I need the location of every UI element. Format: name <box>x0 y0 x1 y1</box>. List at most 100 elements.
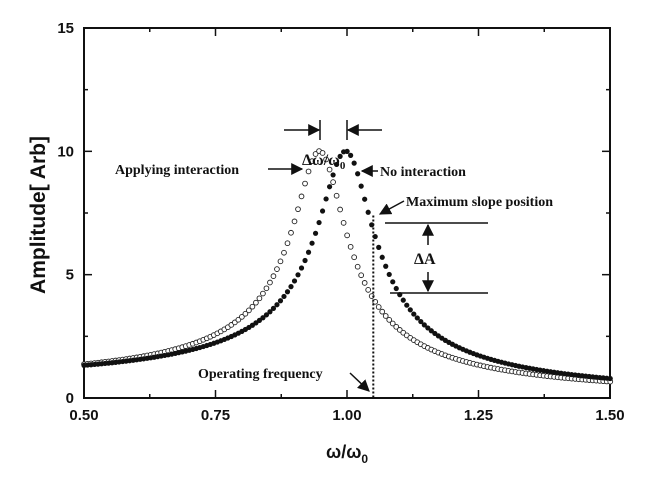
applying-interaction-point <box>354 263 361 270</box>
operating-frequency-label: Operating frequency <box>198 367 323 382</box>
no-interaction-point <box>348 152 354 158</box>
no-interaction-point <box>288 284 294 290</box>
x-tick-label: 1.25 <box>464 407 493 424</box>
plot-frame <box>83 27 611 399</box>
no-interaction-point <box>362 196 368 202</box>
applying-interaction-point <box>298 193 305 200</box>
applying-interaction-point <box>393 323 400 330</box>
x-tick-label: 0.75 <box>201 407 230 424</box>
applying-interaction-point <box>375 304 382 310</box>
y-axis-title: Amplitude[ Arb] <box>27 136 50 294</box>
x-tick-label: 1.50 <box>595 407 624 424</box>
no-interaction-point <box>418 318 424 325</box>
no-interaction-point <box>379 254 385 260</box>
no-interaction-point <box>256 317 263 324</box>
applying-interaction-point <box>351 254 358 261</box>
operating-frequency-arrow <box>349 372 370 392</box>
applying-interaction-point <box>347 243 354 250</box>
no-interaction-point <box>421 322 427 328</box>
applying-interaction-point <box>267 279 273 286</box>
no-interaction-point <box>607 375 613 382</box>
applying-interaction-point <box>281 249 287 256</box>
y-tick-label: 10 <box>57 143 74 160</box>
no-interaction-point <box>298 265 305 271</box>
x-tick-label: 1.00 <box>332 407 361 424</box>
applying-interaction-point <box>239 314 245 320</box>
y-tick-label: 5 <box>66 267 74 284</box>
delta-a-label: ΔA <box>414 251 436 268</box>
no-interaction-point <box>309 240 315 246</box>
no-interaction-point <box>355 171 361 177</box>
applying-interaction-point <box>295 206 301 213</box>
applying-interaction-point <box>344 232 350 239</box>
no-interaction-point <box>390 279 396 285</box>
no-interaction-point <box>270 305 277 311</box>
no-interaction-point <box>404 302 410 308</box>
applying-interaction-label: Applying interaction <box>115 163 239 178</box>
applying-interaction-point <box>305 168 312 175</box>
applying-interaction-point <box>235 316 242 323</box>
series-no-interaction <box>81 148 613 382</box>
no-interaction-point <box>284 289 291 295</box>
applying-interaction-point <box>246 307 252 314</box>
applying-interaction-point <box>379 308 386 315</box>
applying-interaction-point <box>330 179 336 185</box>
applying-interaction-point <box>365 287 372 293</box>
no-interaction-point <box>414 315 420 321</box>
axis-ticks <box>83 27 611 399</box>
no-interaction-point <box>344 148 350 154</box>
no-interaction-point <box>337 153 343 159</box>
no-interaction-point <box>376 244 382 250</box>
applying-interaction-point <box>382 313 389 319</box>
no-interaction-point <box>386 271 392 278</box>
no-interaction-point <box>372 233 378 240</box>
no-interaction-point <box>305 249 312 255</box>
no-interaction-point <box>319 208 326 214</box>
applying-interaction-point <box>337 206 343 213</box>
no-interaction-point <box>400 297 406 303</box>
applying-interaction-point <box>340 220 347 226</box>
applying-interaction-point <box>302 180 308 187</box>
applying-interaction-point <box>274 266 280 272</box>
no-interaction-point <box>334 161 340 168</box>
y-tick-label: 15 <box>57 20 74 37</box>
no-interaction-label: No interaction <box>380 165 466 180</box>
no-interaction-point <box>411 311 417 317</box>
applying-interaction-point <box>263 285 270 292</box>
applying-interaction-point <box>284 240 291 247</box>
applying-interaction-point <box>358 272 365 279</box>
applying-interaction-point <box>326 166 333 173</box>
max-slope-label: Maximum slope position <box>406 195 553 210</box>
applying-interaction-point <box>249 303 256 310</box>
no-interaction-point <box>383 263 389 269</box>
tick-labels: 0.50 0.75 1.00 1.25 1.50 0 5 10 15 <box>57 20 624 424</box>
no-interaction-point <box>281 293 287 300</box>
applying-interaction-point <box>277 258 284 265</box>
no-interaction-point <box>351 160 357 166</box>
applying-interaction-point <box>333 192 340 199</box>
no-interaction-point <box>326 184 333 190</box>
y-tick-label: 0 <box>66 390 74 407</box>
applying-interaction-point <box>260 290 266 297</box>
applying-interaction-point <box>309 158 315 165</box>
applying-interaction-point <box>312 151 319 157</box>
no-interaction-point <box>267 309 273 315</box>
applying-interaction-point <box>242 310 249 317</box>
max-slope-arrow <box>378 200 405 215</box>
no-interaction-point <box>365 209 371 215</box>
no-interaction-point <box>330 172 336 178</box>
applying-interaction-point <box>361 280 368 286</box>
no-interaction-point <box>312 230 319 236</box>
applying-interaction-point <box>256 295 263 302</box>
applying-interaction-point <box>253 299 259 306</box>
delta-omega-label: Δω/ω0 <box>302 152 346 172</box>
no-interaction-point <box>407 307 413 313</box>
applying-interaction-point <box>389 320 396 327</box>
no-interaction-point <box>274 302 280 308</box>
no-interaction-point <box>323 196 329 202</box>
no-interaction-point <box>295 272 301 278</box>
x-axis-title: ω/ω0 <box>326 442 368 466</box>
no-interaction-point <box>291 278 298 284</box>
no-interaction-point <box>393 285 399 292</box>
